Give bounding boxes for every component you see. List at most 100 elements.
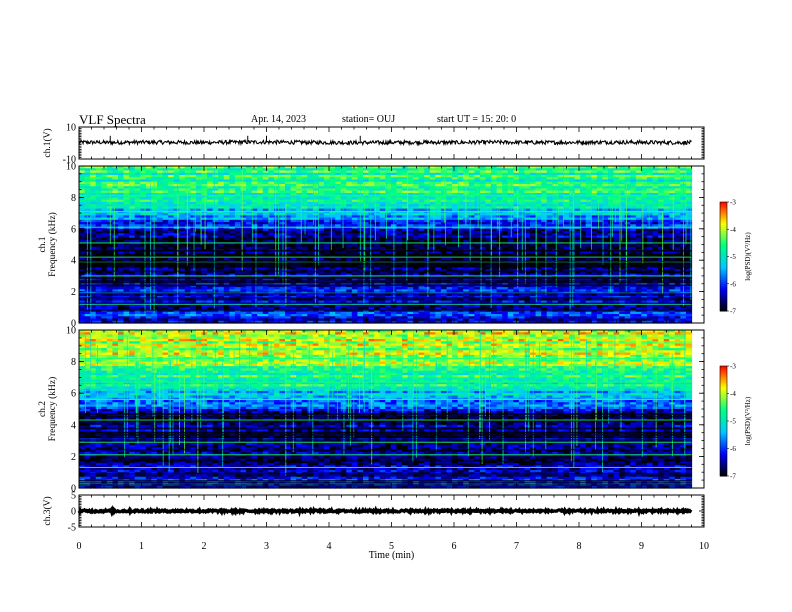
spectrogram-cell xyxy=(346,181,353,185)
spectrogram-cell xyxy=(84,181,91,185)
spectrogram-cell xyxy=(340,190,347,194)
spectrogram-cell xyxy=(474,192,481,196)
spectrogram-cell xyxy=(368,231,375,234)
spectrogram-cell xyxy=(646,172,654,176)
spectrogram-cell xyxy=(374,217,381,221)
spectrogram-cell xyxy=(429,170,436,174)
spectrogram-cell xyxy=(123,174,130,178)
spectrogram-cell xyxy=(524,170,531,174)
spectrogram-cell xyxy=(485,190,492,194)
spectrogram-cell xyxy=(429,208,436,212)
spectrogram-cell xyxy=(229,228,236,232)
spectrogram-cell xyxy=(112,226,119,230)
spectrogram-cell xyxy=(396,199,403,203)
spectrogram-cell xyxy=(379,210,386,214)
spectrogram-cell xyxy=(190,228,197,232)
spectrogram-cell xyxy=(162,183,169,187)
spectrogram-cell xyxy=(229,222,236,225)
spectrogram-cell xyxy=(580,204,587,207)
spectrogram-cell xyxy=(652,222,659,225)
spectrogram-cell xyxy=(207,170,214,174)
spectrogram-cell xyxy=(90,181,97,185)
spectrogram-cell xyxy=(591,168,598,172)
spectrogram-cell xyxy=(557,204,565,207)
spectrogram-cell xyxy=(390,170,397,174)
spectrogram-cell xyxy=(279,210,286,214)
spectrogram-cell xyxy=(95,170,102,174)
spectrogram-cell xyxy=(190,172,197,176)
spectrogram-cell xyxy=(145,188,152,192)
spectrogram-cell xyxy=(195,210,203,214)
spectrogram-cell xyxy=(273,228,281,232)
spectrogram-cell xyxy=(368,190,375,194)
spectrogram-cell xyxy=(168,177,175,181)
spectrogram-cell xyxy=(145,199,152,203)
spectrogram-cell xyxy=(457,190,464,194)
spectrogram-cell xyxy=(646,213,654,216)
spectrogram-cell xyxy=(262,183,269,187)
spectrogram-cell xyxy=(229,192,236,196)
spectrogram-cell xyxy=(546,197,553,201)
spectrogram-cell xyxy=(446,166,453,169)
spectrogram-cell xyxy=(329,201,336,205)
spectrogram-cell xyxy=(435,208,442,212)
spectrogram-cell xyxy=(685,190,693,194)
spectrogram-cell xyxy=(251,226,258,230)
spectrogram-cell xyxy=(123,226,130,230)
spectrogram-cell xyxy=(569,226,576,230)
spectrogram-cell xyxy=(646,228,654,232)
spectrogram-cell xyxy=(390,188,397,192)
spectrogram-cell xyxy=(112,206,119,210)
spectrogram-cell xyxy=(574,166,581,169)
spectrogram-cell xyxy=(457,217,464,221)
spectrogram-cell xyxy=(123,195,130,198)
spectrogram-cell xyxy=(557,222,565,225)
spectrogram-cell xyxy=(285,168,292,172)
spectrogram-cell xyxy=(552,208,559,212)
spectrogram-cell xyxy=(329,192,336,196)
spectrogram-cell xyxy=(251,224,258,228)
spectrogram-cell xyxy=(229,201,236,205)
spectrogram-cell xyxy=(234,170,242,174)
spectrogram-cell xyxy=(296,222,303,225)
spectrogram-cell xyxy=(652,208,659,212)
spectrogram-cell xyxy=(212,226,219,230)
spectrogram-cell xyxy=(452,213,459,216)
spectrogram-cell xyxy=(535,224,542,228)
spectrogram-cell xyxy=(502,183,509,187)
spectrogram-cell xyxy=(240,188,247,192)
spectrogram-cell xyxy=(173,231,180,234)
spectrogram-cell xyxy=(502,210,509,214)
spectrogram-cell xyxy=(240,197,247,201)
spectrogram-cell xyxy=(563,168,570,172)
spectrogram-cell xyxy=(234,213,242,216)
spectrogram-cell xyxy=(635,224,642,228)
spectrogram-cell xyxy=(257,183,264,187)
spectrogram-cell xyxy=(524,188,531,192)
spectrogram-cell xyxy=(285,179,292,183)
spectrogram-cell xyxy=(485,174,492,178)
spectrogram-cell xyxy=(240,213,247,216)
spectrogram-cell xyxy=(212,166,219,169)
spectrogram-cell xyxy=(312,188,320,192)
spectrogram-cell xyxy=(312,228,320,232)
spectrogram-cell xyxy=(507,168,514,172)
spectrogram-cell xyxy=(491,186,498,190)
spectrogram-cell xyxy=(112,174,119,178)
spectrogram-cell xyxy=(413,195,420,198)
spectrogram-cell xyxy=(591,170,598,174)
spectrogram-cell xyxy=(546,215,553,219)
spectrogram-cell xyxy=(184,219,191,223)
spectrogram-cell xyxy=(117,206,125,210)
spectrogram-cell xyxy=(346,215,353,219)
spectrogram-cell xyxy=(251,206,258,210)
spectrogram-cell xyxy=(524,190,531,194)
spectrogram-cell xyxy=(574,219,581,223)
spectrogram-cell xyxy=(168,190,175,194)
spectrogram-cell xyxy=(290,215,297,219)
spectrogram-cell xyxy=(223,195,230,198)
spectrogram-cell xyxy=(541,190,548,194)
spectrogram-cell xyxy=(424,168,431,172)
spectrogram-cell xyxy=(318,210,325,214)
spectrogram-cell xyxy=(446,181,453,185)
